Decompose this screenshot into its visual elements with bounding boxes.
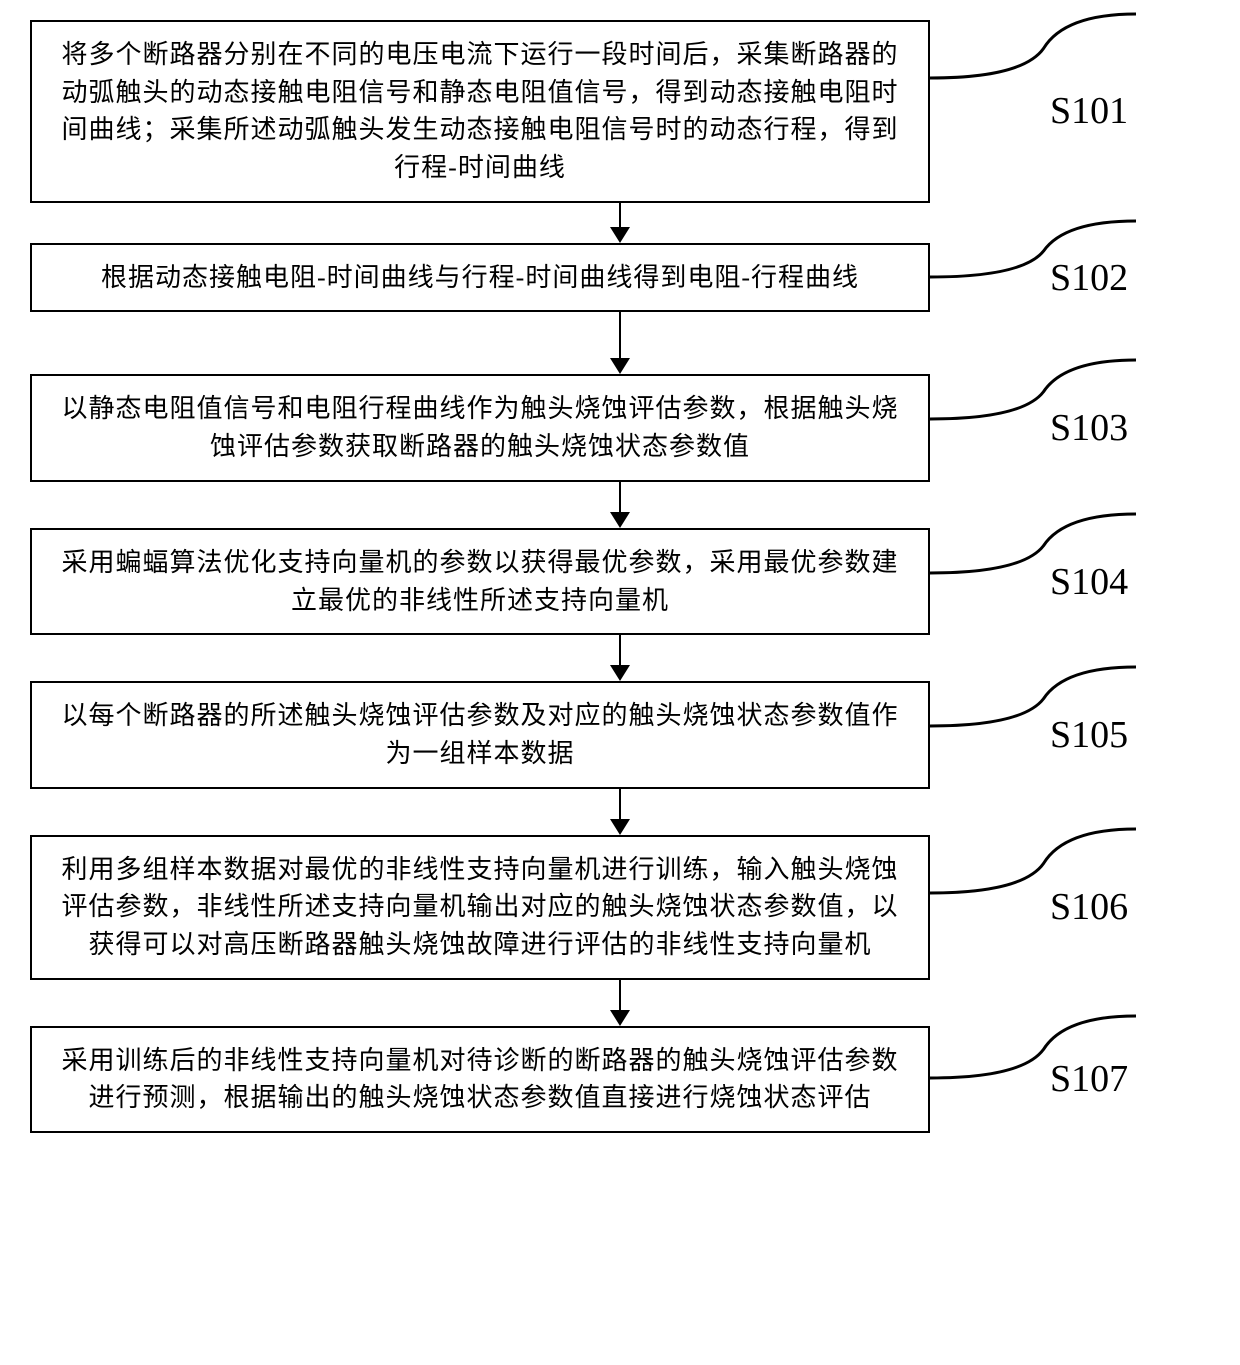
step-label-s104: S104	[1050, 560, 1128, 604]
arrow-line	[619, 482, 621, 512]
arrow-connector	[170, 635, 1070, 681]
step-label-s103: S103	[1050, 406, 1128, 450]
arrow-connector	[170, 482, 1070, 528]
step-row-s103: 以静态电阻值信号和电阻行程曲线作为触头烧蚀评估参数，根据触头烧蚀评估参数获取断路…	[30, 374, 1210, 481]
arrow-connector	[170, 789, 1070, 835]
step-row-s105: 以每个断路器的所述触头烧蚀评估参数及对应的触头烧蚀状态参数值作为一组样本数据 S1…	[30, 681, 1210, 788]
step-row-s101: 将多个断路器分别在不同的电压电流下运行一段时间后，采集断路器的动弧触头的动态接触…	[30, 20, 1210, 203]
arrow-down-icon	[610, 819, 630, 835]
step-box-s102: 根据动态接触电阻-时间曲线与行程-时间曲线得到电阻-行程曲线	[30, 243, 930, 313]
step-row-s106: 利用多组样本数据对最优的非线性支持向量机进行训练，输入触头烧蚀评估参数，非线性所…	[30, 835, 1210, 980]
label-connector-curve	[928, 10, 1138, 80]
arrow-down-icon	[610, 227, 630, 243]
arrow-connector	[170, 980, 1070, 1026]
arrow-line	[619, 312, 621, 358]
arrow-line	[619, 980, 621, 1010]
arrow-line	[619, 635, 621, 665]
step-box-s103: 以静态电阻值信号和电阻行程曲线作为触头烧蚀评估参数，根据触头烧蚀评估参数获取断路…	[30, 374, 930, 481]
arrow-down-icon	[610, 512, 630, 528]
arrow-line	[619, 789, 621, 819]
arrow-connector	[170, 312, 1070, 374]
arrow-line	[619, 203, 621, 227]
step-label-s101: S101	[1050, 89, 1128, 133]
step-box-s106: 利用多组样本数据对最优的非线性支持向量机进行训练，输入触头烧蚀评估参数，非线性所…	[30, 835, 930, 980]
step-label-s107: S107	[1050, 1057, 1128, 1101]
arrow-down-icon	[610, 1010, 630, 1026]
step-box-s105: 以每个断路器的所述触头烧蚀评估参数及对应的触头烧蚀状态参数值作为一组样本数据	[30, 681, 930, 788]
arrow-down-icon	[610, 358, 630, 374]
step-box-s101: 将多个断路器分别在不同的电压电流下运行一段时间后，采集断路器的动弧触头的动态接触…	[30, 20, 930, 203]
step-row-s107: 采用训练后的非线性支持向量机对待诊断的断路器的触头烧蚀评估参数进行预测，根据输出…	[30, 1026, 1210, 1133]
step-label-s102: S102	[1050, 256, 1128, 300]
step-row-s104: 采用蝙蝠算法优化支持向量机的参数以获得最优参数，采用最优参数建立最优的非线性所述…	[30, 528, 1210, 635]
step-box-s107: 采用训练后的非线性支持向量机对待诊断的断路器的触头烧蚀评估参数进行预测，根据输出…	[30, 1026, 930, 1133]
flowchart-container: 将多个断路器分别在不同的电压电流下运行一段时间后，采集断路器的动弧触头的动态接触…	[30, 20, 1210, 1133]
step-box-s104: 采用蝙蝠算法优化支持向量机的参数以获得最优参数，采用最优参数建立最优的非线性所述…	[30, 528, 930, 635]
step-row-s102: 根据动态接触电阻-时间曲线与行程-时间曲线得到电阻-行程曲线 S102	[30, 243, 1210, 313]
step-label-s105: S105	[1050, 713, 1128, 757]
arrow-down-icon	[610, 665, 630, 681]
label-connector-curve	[928, 825, 1138, 895]
step-label-s106: S106	[1050, 885, 1128, 929]
arrow-connector	[170, 203, 1070, 243]
